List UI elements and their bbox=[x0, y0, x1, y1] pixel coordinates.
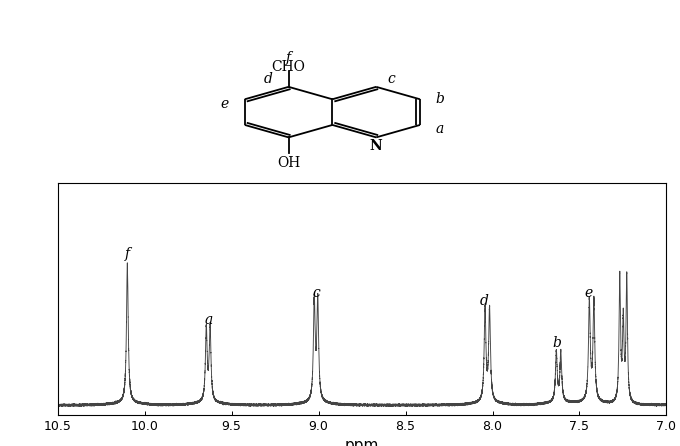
Text: a: a bbox=[204, 313, 212, 327]
Text: e: e bbox=[220, 96, 228, 111]
Text: CHO: CHO bbox=[271, 60, 305, 74]
Text: OH: OH bbox=[277, 156, 300, 169]
Text: d: d bbox=[479, 293, 489, 308]
Text: f: f bbox=[125, 247, 130, 261]
Text: N: N bbox=[370, 139, 383, 153]
Text: d: d bbox=[264, 72, 273, 86]
Text: b: b bbox=[552, 336, 561, 350]
Text: f: f bbox=[286, 51, 291, 65]
Text: a: a bbox=[436, 122, 444, 136]
Text: b: b bbox=[435, 92, 444, 106]
Text: e: e bbox=[585, 286, 593, 300]
X-axis label: ppm: ppm bbox=[345, 438, 379, 446]
Text: c: c bbox=[312, 286, 320, 300]
Text: c: c bbox=[388, 72, 395, 86]
